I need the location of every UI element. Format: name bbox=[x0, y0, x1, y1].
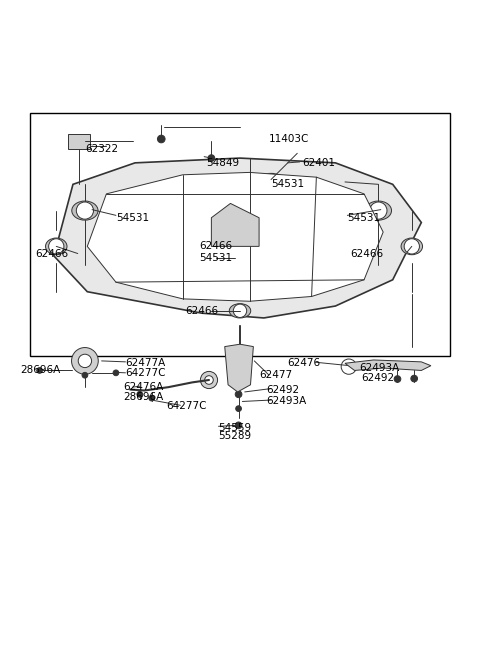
Bar bbox=[68, 134, 90, 149]
Circle shape bbox=[235, 391, 242, 398]
Circle shape bbox=[264, 174, 278, 187]
Text: 64277C: 64277C bbox=[166, 402, 206, 411]
Text: 11403C: 11403C bbox=[269, 134, 309, 144]
Circle shape bbox=[157, 135, 165, 143]
Text: 62401: 62401 bbox=[302, 158, 335, 168]
Circle shape bbox=[200, 371, 217, 388]
Text: 62476: 62476 bbox=[288, 358, 321, 368]
Ellipse shape bbox=[226, 252, 245, 264]
Circle shape bbox=[208, 155, 215, 161]
Text: 28696A: 28696A bbox=[123, 392, 163, 402]
Polygon shape bbox=[54, 158, 421, 318]
Circle shape bbox=[113, 370, 119, 376]
Text: 62476A: 62476A bbox=[123, 382, 163, 392]
Polygon shape bbox=[211, 204, 259, 246]
Circle shape bbox=[137, 392, 143, 397]
Circle shape bbox=[82, 372, 88, 378]
Ellipse shape bbox=[401, 238, 422, 255]
Circle shape bbox=[233, 304, 247, 318]
Text: 54531: 54531 bbox=[271, 179, 304, 189]
Circle shape bbox=[370, 202, 387, 219]
Circle shape bbox=[411, 375, 418, 382]
Text: 54531: 54531 bbox=[348, 213, 381, 223]
Text: 62477: 62477 bbox=[259, 370, 292, 380]
Text: 54559: 54559 bbox=[218, 422, 252, 433]
Text: 62466: 62466 bbox=[350, 248, 383, 259]
Circle shape bbox=[394, 376, 401, 383]
Circle shape bbox=[341, 359, 357, 374]
Circle shape bbox=[72, 348, 98, 374]
Ellipse shape bbox=[226, 217, 245, 229]
Text: 62466: 62466 bbox=[35, 248, 68, 259]
Text: 62322: 62322 bbox=[85, 143, 118, 153]
Circle shape bbox=[48, 238, 64, 254]
Circle shape bbox=[404, 238, 420, 254]
Text: 62492: 62492 bbox=[362, 373, 395, 383]
Text: 54849: 54849 bbox=[206, 158, 240, 168]
Text: 54531: 54531 bbox=[116, 213, 149, 223]
Text: 54531: 54531 bbox=[199, 253, 233, 263]
Circle shape bbox=[204, 376, 213, 384]
Ellipse shape bbox=[234, 369, 243, 377]
Text: 62492: 62492 bbox=[266, 384, 300, 394]
Polygon shape bbox=[345, 360, 431, 371]
Ellipse shape bbox=[72, 201, 98, 220]
Text: 55289: 55289 bbox=[218, 431, 252, 441]
Circle shape bbox=[36, 367, 42, 373]
Polygon shape bbox=[87, 172, 383, 301]
Text: 62466: 62466 bbox=[199, 242, 233, 252]
Text: 64277C: 64277C bbox=[125, 368, 166, 378]
Circle shape bbox=[229, 253, 241, 264]
Ellipse shape bbox=[365, 201, 392, 220]
Circle shape bbox=[235, 422, 242, 428]
Circle shape bbox=[76, 202, 94, 219]
Text: 62466: 62466 bbox=[185, 306, 218, 316]
Text: 28696A: 28696A bbox=[21, 365, 61, 375]
Text: 62493A: 62493A bbox=[266, 396, 307, 407]
Ellipse shape bbox=[46, 238, 67, 255]
Polygon shape bbox=[225, 345, 253, 392]
Circle shape bbox=[236, 405, 241, 411]
Circle shape bbox=[78, 354, 92, 367]
Ellipse shape bbox=[259, 174, 283, 188]
Ellipse shape bbox=[231, 356, 246, 366]
Bar bbox=[30, 113, 450, 356]
Circle shape bbox=[229, 217, 241, 228]
Ellipse shape bbox=[229, 304, 251, 318]
Text: 62477A: 62477A bbox=[125, 358, 166, 368]
Circle shape bbox=[149, 395, 155, 401]
Text: 62493A: 62493A bbox=[360, 363, 399, 373]
